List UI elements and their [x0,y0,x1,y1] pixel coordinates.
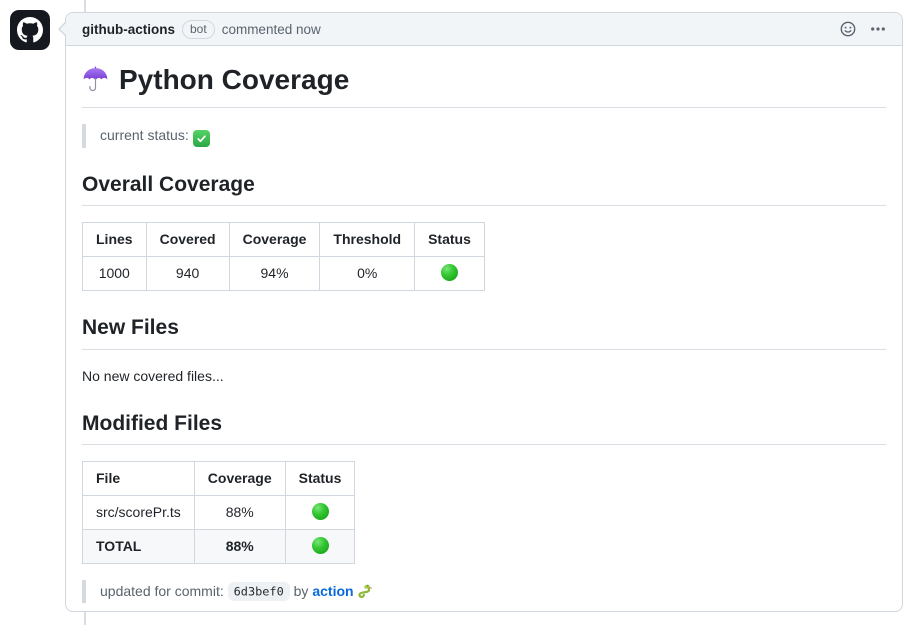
comment-body: Python Coverage current status: Overall … [66,46,902,617]
cell-file-total: TOTAL [82,528,195,564]
col-covered: Covered [145,222,230,258]
cell-file: src/scorePr.ts [82,494,195,530]
bot-avatar[interactable] [10,10,50,50]
comment-header: github-actions bot commented now [66,13,902,46]
col-coverage: Coverage [228,222,321,258]
table-row-total: TOTAL 88% [82,528,356,564]
author-login[interactable]: github-actions [82,21,175,37]
status-quote: current status: [82,124,886,148]
smiley-icon [840,21,856,37]
commit-hash: 6d3bef0 [227,582,290,602]
comment-options-button[interactable] [870,21,886,37]
cell-status [284,528,356,564]
comment-timestamp[interactable]: commented now [221,21,321,37]
comment-title-text: Python Coverage [119,64,350,95]
snake-icon [355,583,372,600]
status-label: current status: [100,127,189,143]
col-status: Status [284,460,356,496]
modified-files-heading: Modified Files [82,411,886,445]
cell-threshold: 0% [319,256,416,292]
table-header-row: File Coverage Status [82,460,356,496]
green-circle-icon [311,502,329,520]
cell-status [414,256,485,292]
table-header-row: Lines Covered Coverage Threshold Status [82,222,485,258]
umbrella-icon [82,66,109,93]
action-link[interactable]: action [312,582,354,599]
comment-header-actions [840,21,886,37]
bot-badge: bot [182,19,215,39]
commit-footer-quote: updated for commit: 6d3bef0 by action [82,579,886,603]
cell-covered: 940 [145,256,230,292]
comment-card: github-actions bot commented now [58,12,903,612]
commit-footer-prefix: updated for commit: [100,582,224,599]
col-threshold: Threshold [319,222,416,258]
modified-files-table: File Coverage Status src/scorePr.ts 88% … [82,460,356,564]
col-file: File [82,460,195,496]
table-row: 1000 940 94% 0% [82,256,485,292]
cell-status [284,494,356,530]
kebab-ellipsis-icon [871,27,885,31]
new-files-heading: New Files [82,315,886,350]
new-files-empty-text: No new covered files... [82,367,224,384]
col-coverage: Coverage [193,460,286,496]
cell-coverage: 94% [228,256,321,292]
white-check-mark-icon [192,130,210,147]
green-circle-icon [440,264,458,282]
table-row: src/scorePr.ts 88% [82,494,356,530]
github-octocat-icon [17,17,43,43]
cell-coverage: 88% [193,494,286,530]
comment-title: Python Coverage [82,62,886,108]
overall-coverage-table: Lines Covered Coverage Threshold Status … [82,222,485,292]
overall-coverage-heading: Overall Coverage [82,172,886,207]
green-circle-icon [311,536,329,554]
col-lines: Lines [82,222,147,258]
cell-lines: 1000 [82,256,147,292]
add-reaction-button[interactable] [840,21,856,37]
commit-footer-by: by [293,582,309,599]
cell-coverage-total: 88% [193,528,286,564]
col-status: Status [414,222,485,258]
